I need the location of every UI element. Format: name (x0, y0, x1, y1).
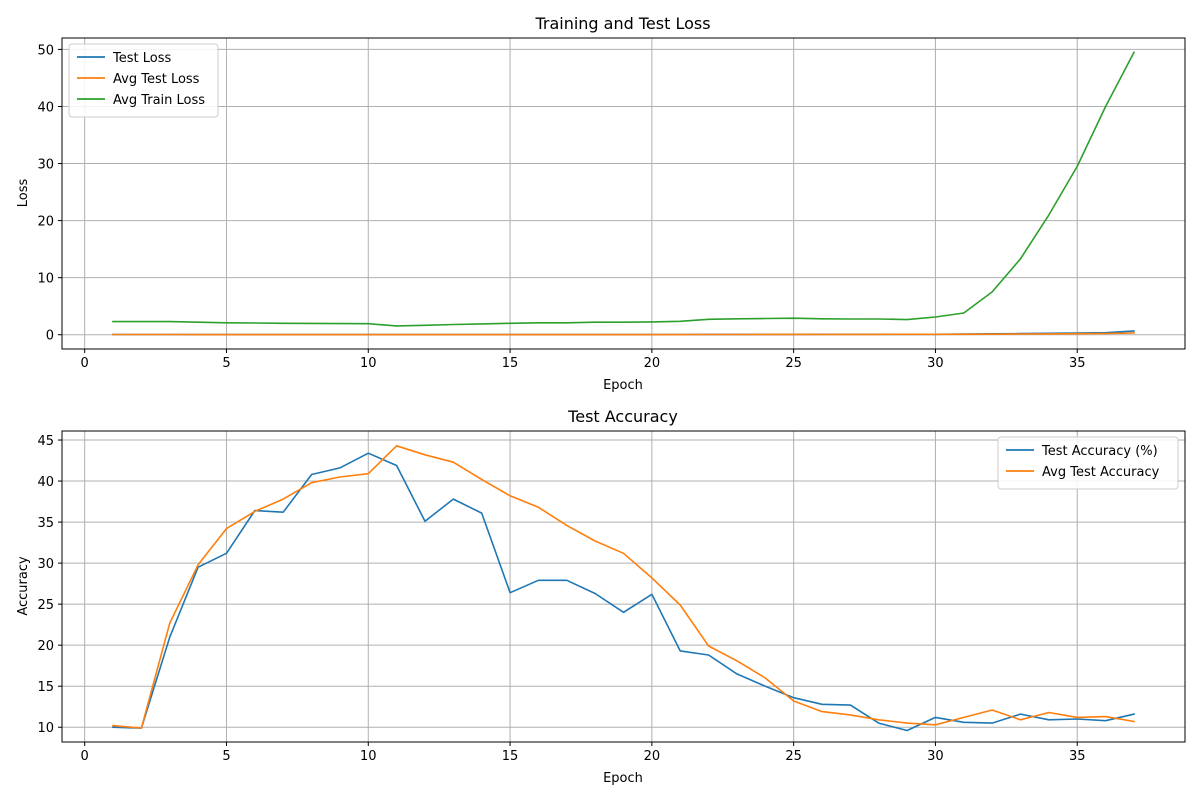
x-tick-label: 25 (785, 749, 802, 764)
x-tick-label: 20 (644, 749, 661, 764)
x-tick-label: 20 (644, 356, 661, 371)
x-axis-label: Epoch (603, 771, 643, 786)
legend: Test Loss Avg Test Loss Avg Train Loss (68, 43, 219, 118)
legend-box (68, 43, 219, 118)
y-tick-label: 45 (37, 434, 54, 449)
x-tick-label: 35 (1069, 749, 1086, 764)
y-tick-label: 30 (37, 158, 54, 173)
axis-ticks: 0 5 10 15 20 25 30 35 10 15 20 25 30 35 40 45 (37, 434, 1085, 764)
legend-entry: Avg Test Loss (113, 72, 200, 87)
series-lines (112, 444, 1135, 732)
legend: Test Accuracy (%) Avg Test Accuracy (997, 436, 1179, 490)
series-line-test-accuracy (112, 452, 1135, 732)
x-tick-label: 30 (927, 356, 944, 371)
x-tick-label: 5 (222, 749, 230, 764)
plot-frame (61, 37, 1186, 350)
y-tick-label: 15 (37, 680, 54, 695)
accuracy-chart: Test Accuracy 0 5 10 15 20 25 30 35 10 15 20 25 30 35… (16, 407, 1186, 786)
y-tick-label: 50 (37, 43, 54, 58)
x-tick-label: 5 (222, 356, 230, 371)
x-tick-label: 10 (360, 749, 377, 764)
series-line-avg-test-accuracy (112, 444, 1135, 729)
x-tick-label: 15 (502, 356, 519, 371)
y-tick-label: 25 (37, 598, 54, 613)
chart-title: Training and Test Loss (534, 14, 710, 33)
x-axis-label: Epoch (603, 378, 643, 393)
series-line-avg-train-loss (112, 51, 1136, 327)
x-tick-label: 30 (927, 749, 944, 764)
x-tick-label: 0 (81, 749, 89, 764)
y-tick-label: 35 (37, 516, 54, 531)
legend-entry: Test Loss (112, 51, 171, 66)
y-tick-label: 20 (37, 639, 54, 654)
x-tick-label: 0 (81, 356, 89, 371)
legend-box (997, 436, 1179, 490)
y-axis-label: Loss (16, 179, 31, 208)
x-tick-label: 35 (1069, 356, 1086, 371)
legend-entry: Avg Train Loss (113, 93, 205, 108)
legend-entry: Avg Test Accuracy (1042, 465, 1160, 480)
plot-frame (61, 430, 1186, 743)
legend-entry: Test Accuracy (%) (1041, 444, 1158, 459)
y-tick-label: 30 (37, 557, 54, 572)
x-tick-label: 25 (785, 356, 802, 371)
y-tick-label: 40 (37, 100, 54, 115)
axis-ticks: 0 5 10 15 20 25 30 35 0 10 20 30 40 50 (37, 43, 1085, 371)
series-line-avg-test-loss (112, 332, 1135, 336)
x-tick-label: 15 (502, 749, 519, 764)
y-tick-label: 0 (46, 329, 54, 344)
y-tick-label: 10 (37, 272, 54, 287)
series-lines (112, 51, 1136, 336)
x-tick-label: 10 (360, 356, 377, 371)
y-tick-label: 20 (37, 215, 54, 230)
y-tick-label: 10 (37, 721, 54, 736)
chart-title: Test Accuracy (567, 407, 678, 426)
y-tick-label: 40 (37, 475, 54, 490)
y-axis-label: Accuracy (16, 556, 31, 616)
loss-chart: Training and Test Loss 0 5 10 15 20 25 30 35 0 10… (16, 14, 1186, 393)
